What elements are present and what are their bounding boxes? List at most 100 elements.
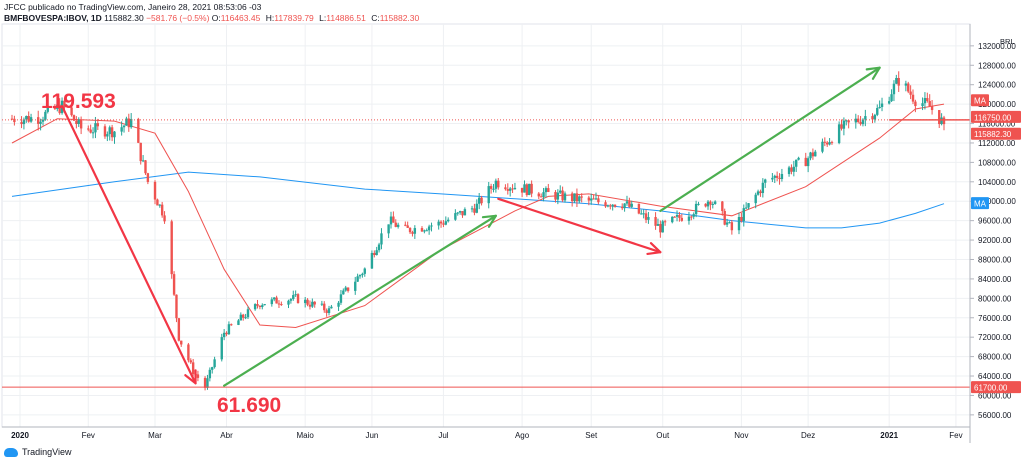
y-tick-label: 108000.00 (978, 158, 1016, 167)
ma-short-badge-text: MA (974, 97, 987, 106)
currency-label: BRL (1000, 37, 1015, 46)
candle-body (189, 360, 192, 363)
candle-body (396, 224, 400, 227)
candle-body (220, 337, 223, 360)
high-annotation: 119.593 (41, 90, 116, 113)
open-value: 116463.45 (220, 13, 261, 23)
candle-body (597, 198, 600, 203)
candle-body (427, 226, 431, 231)
candle-body (754, 194, 757, 204)
candle-body (575, 193, 579, 202)
candle-body (53, 106, 57, 109)
candle-body (725, 222, 729, 225)
candle-body (370, 252, 374, 269)
candle-body (840, 124, 843, 129)
candle-body (103, 126, 107, 137)
tradingview-logo-icon (4, 447, 18, 457)
candle-body (747, 203, 750, 208)
candle-body (640, 213, 643, 215)
candle-body (630, 203, 633, 207)
candle-body (477, 197, 481, 204)
candle-body (327, 308, 331, 314)
candle-body (563, 193, 567, 201)
candle-body (506, 189, 509, 191)
candle-body (413, 228, 417, 234)
candle-body (280, 304, 283, 306)
candle-body (592, 198, 595, 200)
candle-body (423, 230, 426, 232)
candle-body (208, 369, 212, 379)
candle-body (847, 120, 850, 123)
candle-body (346, 287, 350, 291)
symbol-name[interactable]: BMFBOVESPA:IBOV, 1D (4, 13, 102, 23)
candle-body (628, 201, 631, 207)
y-tick-label: 124000.00 (978, 81, 1016, 90)
candle-body (313, 301, 316, 305)
candle-body (256, 304, 259, 306)
candle-body (404, 224, 407, 226)
candle-body (487, 186, 490, 204)
last-price-badge-text: 115882.30 (974, 130, 1012, 139)
y-tick-label: 120000.00 (978, 100, 1016, 109)
low-value: 114886.51 (326, 13, 366, 23)
candle-body (263, 304, 266, 306)
candle-body (58, 104, 61, 114)
candle-body (775, 175, 779, 178)
candle-body (41, 119, 45, 122)
candle-body (721, 201, 724, 211)
candle-body (744, 207, 748, 209)
candle-body (27, 116, 30, 122)
candle-body (203, 377, 207, 388)
candle-body (430, 225, 433, 227)
candle-body (559, 190, 562, 193)
ma-short-badge-bg (971, 94, 989, 107)
candle-body (942, 117, 946, 125)
candle-body (520, 187, 524, 193)
candle-body (72, 115, 76, 121)
candle-body (661, 221, 664, 233)
candle-body (923, 98, 927, 104)
candle-body (146, 173, 150, 182)
candles-layer (10, 71, 946, 391)
candle-body (687, 216, 691, 221)
candle-body (303, 299, 307, 304)
candle-body (525, 184, 529, 196)
candle-body (380, 233, 383, 245)
candle-body (723, 210, 726, 225)
candle-body (108, 127, 111, 135)
horizontal-lines-layer (2, 119, 970, 388)
y-tick-label: 80000.00 (978, 294, 1012, 303)
candle-body (458, 211, 462, 213)
candle-body (237, 320, 240, 325)
candle-body (473, 208, 476, 213)
chart-grid (1, 23, 971, 428)
candle-body (539, 196, 543, 198)
candle-body (91, 132, 95, 134)
candle-body (420, 228, 424, 232)
price-axis[interactable]: 56000.00 60000.00 64000.00 68000.00 72000.00… (969, 24, 1016, 443)
candle-body (761, 182, 765, 194)
candle-body (494, 180, 498, 189)
candle-body (928, 101, 931, 107)
candle-body (795, 159, 798, 167)
candle-body (275, 297, 278, 304)
candle-body (797, 157, 800, 160)
candle-body (337, 302, 340, 307)
candle-body (323, 303, 326, 311)
candle-body (544, 188, 548, 193)
candle-body (180, 340, 183, 345)
candle-body (663, 221, 667, 223)
candle-body (887, 101, 891, 104)
candle-body (594, 198, 598, 200)
candle-body (675, 214, 679, 217)
candle-body (311, 301, 314, 307)
time-axis[interactable]: 2020 Fev Mar Abr Maio Jun Jul Ago Set Out Nov Dez 20… (2, 426, 970, 440)
candle-body (225, 332, 228, 335)
candle-body (144, 160, 147, 174)
candle-body (513, 187, 517, 190)
last-price-badge-bg (971, 127, 1021, 140)
candle-body (56, 104, 59, 109)
candle-body (625, 201, 629, 204)
candle-body (475, 203, 479, 213)
